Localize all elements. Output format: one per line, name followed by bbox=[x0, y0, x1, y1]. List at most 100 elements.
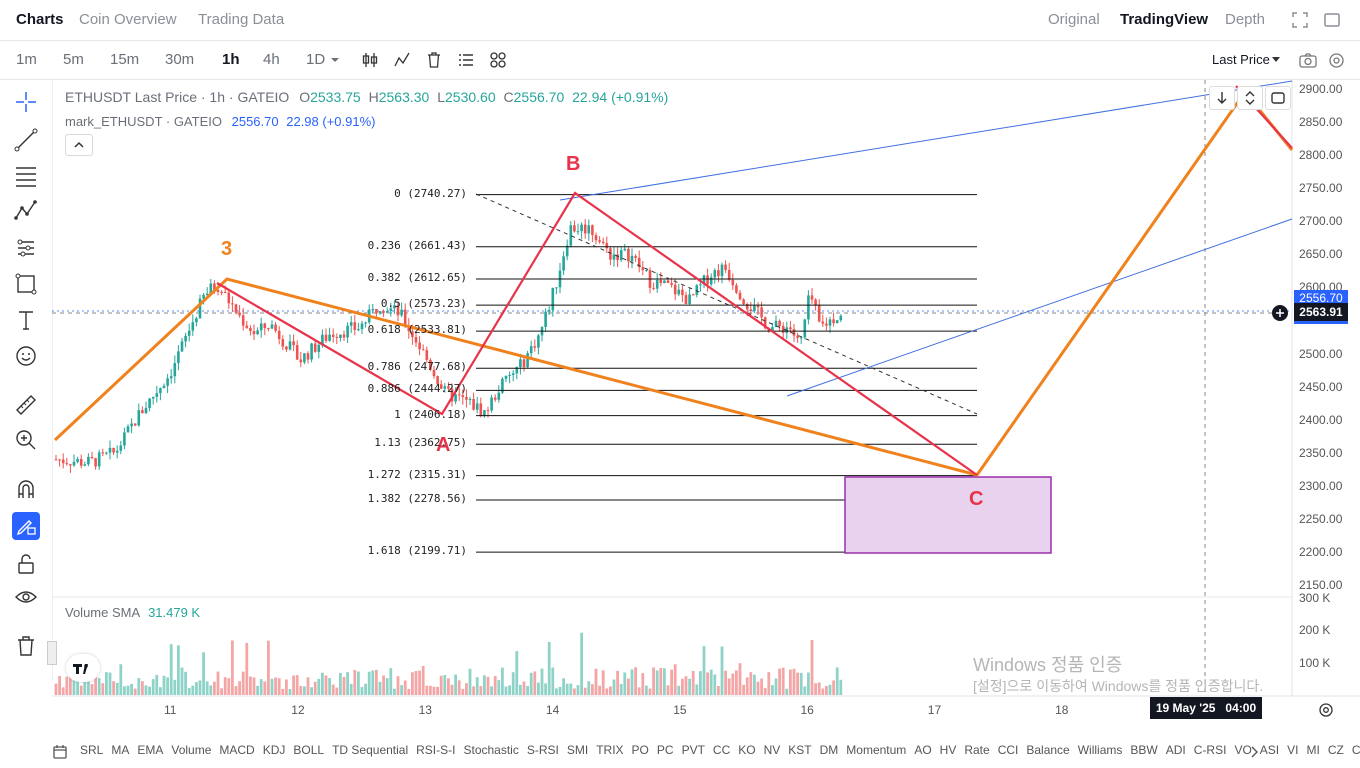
indicator-dm[interactable]: DM bbox=[819, 743, 839, 757]
indicator-td-sequential[interactable]: TD Sequential bbox=[332, 743, 409, 757]
chevron-right-icon[interactable] bbox=[1250, 746, 1260, 758]
pane-scroll-handle[interactable] bbox=[47, 641, 57, 665]
text-tool[interactable] bbox=[12, 306, 40, 334]
indicator-macd[interactable]: MACD bbox=[219, 743, 255, 757]
collapse-button[interactable] bbox=[1237, 86, 1263, 110]
candle-body bbox=[270, 324, 274, 329]
indicator-ao[interactable]: AO bbox=[914, 743, 932, 757]
forecast-tool[interactable] bbox=[12, 234, 40, 262]
indicator-boll[interactable]: BOLL bbox=[293, 743, 325, 757]
settings-icon[interactable] bbox=[1328, 52, 1345, 69]
candle-body bbox=[58, 459, 61, 461]
view-tradingview[interactable]: TradingView bbox=[1120, 11, 1209, 28]
windows-activation-title: Windows 정품 인증 bbox=[973, 655, 1123, 675]
indicator-nv[interactable]: NV bbox=[763, 743, 781, 757]
indicator-smi[interactable]: SMI bbox=[566, 743, 589, 757]
indicator-ma[interactable]: MA bbox=[111, 743, 130, 757]
indicator-rate[interactable]: Rate bbox=[964, 743, 990, 757]
ruler-tool[interactable] bbox=[12, 391, 40, 419]
draw-mode-tool[interactable] bbox=[12, 512, 40, 540]
indicator-asi[interactable]: ASI bbox=[1259, 743, 1280, 757]
indicator-ko[interactable]: KO bbox=[738, 743, 756, 757]
camera-icon[interactable] bbox=[1299, 52, 1317, 68]
indicator-cc[interactable]: CC bbox=[712, 743, 731, 757]
timeframe-30m[interactable]: 30m bbox=[165, 51, 195, 68]
indicator-volume[interactable]: Volume bbox=[171, 743, 212, 757]
delete-drawings-tool[interactable] bbox=[12, 632, 40, 660]
indicator-pc[interactable]: PC bbox=[656, 743, 674, 757]
zoom-tool[interactable] bbox=[12, 426, 40, 454]
volume-bar bbox=[681, 678, 684, 695]
lock-tool[interactable] bbox=[12, 550, 40, 578]
volume-bar bbox=[616, 670, 619, 695]
indicator-balance[interactable]: Balance bbox=[1026, 743, 1070, 757]
indicator-stochastic[interactable]: Stochastic bbox=[463, 743, 519, 757]
volume-bar bbox=[148, 686, 151, 695]
visibility-tool[interactable] bbox=[12, 583, 40, 611]
target-zone[interactable] bbox=[844, 476, 1052, 554]
candle-body bbox=[735, 285, 738, 293]
crosshair-tool[interactable] bbox=[12, 88, 40, 116]
trash-icon[interactable] bbox=[425, 51, 443, 69]
indicator-kst[interactable]: KST bbox=[788, 743, 812, 757]
volume-bar bbox=[803, 686, 807, 695]
indicator-s-rsi[interactable]: S-RSI bbox=[526, 743, 559, 757]
indicator-trix[interactable]: TRIX bbox=[596, 743, 624, 757]
fullscreen-icon[interactable] bbox=[1292, 12, 1308, 28]
fib-tool[interactable] bbox=[12, 162, 40, 190]
list-icon[interactable] bbox=[457, 51, 475, 69]
indicator-pvt[interactable]: PVT bbox=[681, 743, 705, 757]
indicator-adi[interactable]: ADI bbox=[1165, 743, 1186, 757]
indicator-cz[interactable]: CZ bbox=[1327, 743, 1344, 757]
indicator-srl[interactable]: SRL bbox=[80, 743, 104, 757]
indicator-ci[interactable]: CI bbox=[1351, 743, 1360, 757]
indicator-c-rsi[interactable]: C-RSI bbox=[1193, 743, 1227, 757]
chart-settings-icon[interactable] bbox=[1318, 702, 1334, 718]
timeframe-1h[interactable]: 1h bbox=[222, 51, 240, 68]
layout-icon[interactable] bbox=[489, 51, 507, 69]
indicator-hv[interactable]: HV bbox=[939, 743, 957, 757]
indicator-vi[interactable]: VI bbox=[1287, 743, 1299, 757]
price-type-select[interactable]: Last Price bbox=[1212, 52, 1270, 67]
timeframe-15m[interactable]: 15m bbox=[110, 51, 140, 68]
indicator-po[interactable]: PO bbox=[631, 743, 649, 757]
indicator-williams[interactable]: Williams bbox=[1077, 743, 1123, 757]
view-original[interactable]: Original bbox=[1048, 11, 1100, 28]
timeframe-5m[interactable]: 5m bbox=[63, 51, 84, 68]
candle-body bbox=[439, 384, 443, 389]
indicator-momentum[interactable]: Momentum bbox=[846, 743, 907, 757]
shape-tool[interactable] bbox=[12, 270, 40, 298]
tab-charts[interactable]: Charts bbox=[16, 11, 64, 28]
tab-trading-data[interactable]: Trading Data bbox=[198, 11, 285, 28]
magnet-tool[interactable] bbox=[12, 476, 40, 504]
volume-bar bbox=[465, 683, 468, 695]
pattern-tool[interactable] bbox=[12, 196, 40, 224]
unlock-icon bbox=[18, 554, 34, 574]
indicators-icon[interactable] bbox=[393, 51, 411, 69]
scroll-down-button[interactable] bbox=[1209, 86, 1235, 110]
window-icon[interactable] bbox=[1324, 12, 1340, 28]
collapse-legend-button[interactable] bbox=[65, 134, 93, 156]
calendar-icon[interactable] bbox=[52, 744, 68, 760]
trendline-tool[interactable] bbox=[12, 126, 40, 154]
label-wave-3: 3 bbox=[221, 238, 233, 260]
view-depth[interactable]: Depth bbox=[1225, 11, 1266, 28]
indicator-cci[interactable]: CCI bbox=[997, 743, 1019, 757]
tab-coin-overview[interactable]: Coin Overview bbox=[79, 11, 177, 28]
candle-body bbox=[497, 392, 501, 400]
indicator-vo[interactable]: VO bbox=[1234, 743, 1252, 757]
timeframe-1m[interactable]: 1m bbox=[16, 51, 37, 68]
reset-chart-button[interactable] bbox=[1265, 86, 1291, 110]
candlestick-icon[interactable] bbox=[361, 51, 379, 69]
timeframe-1d[interactable]: 1D bbox=[306, 51, 326, 68]
candle-body bbox=[94, 458, 97, 467]
indicator-bbw[interactable]: BBW bbox=[1130, 743, 1158, 757]
emoji-tool[interactable] bbox=[12, 342, 40, 370]
indicator-kdj[interactable]: KDJ bbox=[262, 743, 286, 757]
indicator-mi[interactable]: MI bbox=[1306, 743, 1320, 757]
timeframe-4h[interactable]: 4h bbox=[263, 51, 280, 68]
indicator-rsi-s-i[interactable]: RSI-S-I bbox=[416, 743, 456, 757]
tradingview-logo[interactable] bbox=[66, 654, 100, 682]
indicator-ema[interactable]: EMA bbox=[137, 743, 164, 757]
